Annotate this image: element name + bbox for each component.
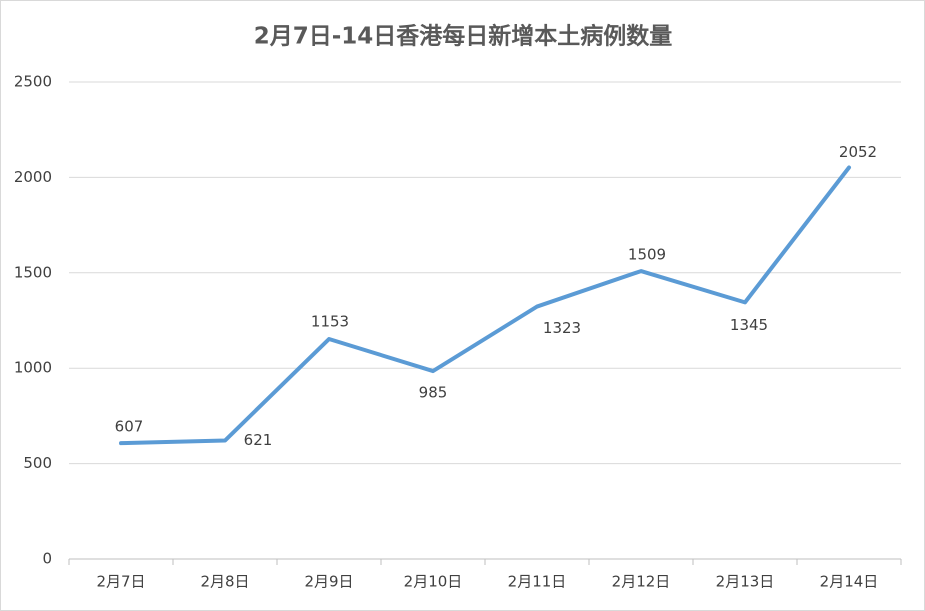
data-label: 985 (419, 384, 448, 402)
x-tick-label: 2月14日 (820, 573, 879, 591)
data-label: 621 (244, 431, 273, 449)
data-line (119, 165, 851, 446)
data-label: 1345 (730, 316, 768, 334)
data-label: 607 (115, 418, 144, 436)
data-label: 1509 (628, 246, 666, 264)
x-tick-label: 2月13日 (716, 573, 775, 591)
chart-title: 2月7日-14日香港每日新增本土病例数量 (254, 23, 673, 50)
y-tick-label: 2500 (14, 73, 52, 91)
y-tick-label: 1000 (14, 359, 52, 377)
data-label: 1153 (311, 313, 349, 331)
y-tick-label: 1500 (14, 263, 52, 281)
x-tick-label: 2月12日 (612, 573, 671, 591)
x-tick-label: 2月8日 (200, 573, 249, 591)
y-tick-label: 500 (23, 454, 52, 472)
y-tick-label: 0 (42, 550, 52, 568)
x-tick-label: 2月7日 (96, 573, 145, 591)
data-label: 1323 (543, 319, 581, 337)
y-tick-label: 2000 (14, 168, 52, 186)
data-label: 2052 (839, 143, 877, 161)
x-tick-label: 2月10日 (404, 573, 463, 591)
x-tick-label: 2月9日 (304, 573, 353, 591)
x-tick-label: 2月11日 (508, 573, 567, 591)
